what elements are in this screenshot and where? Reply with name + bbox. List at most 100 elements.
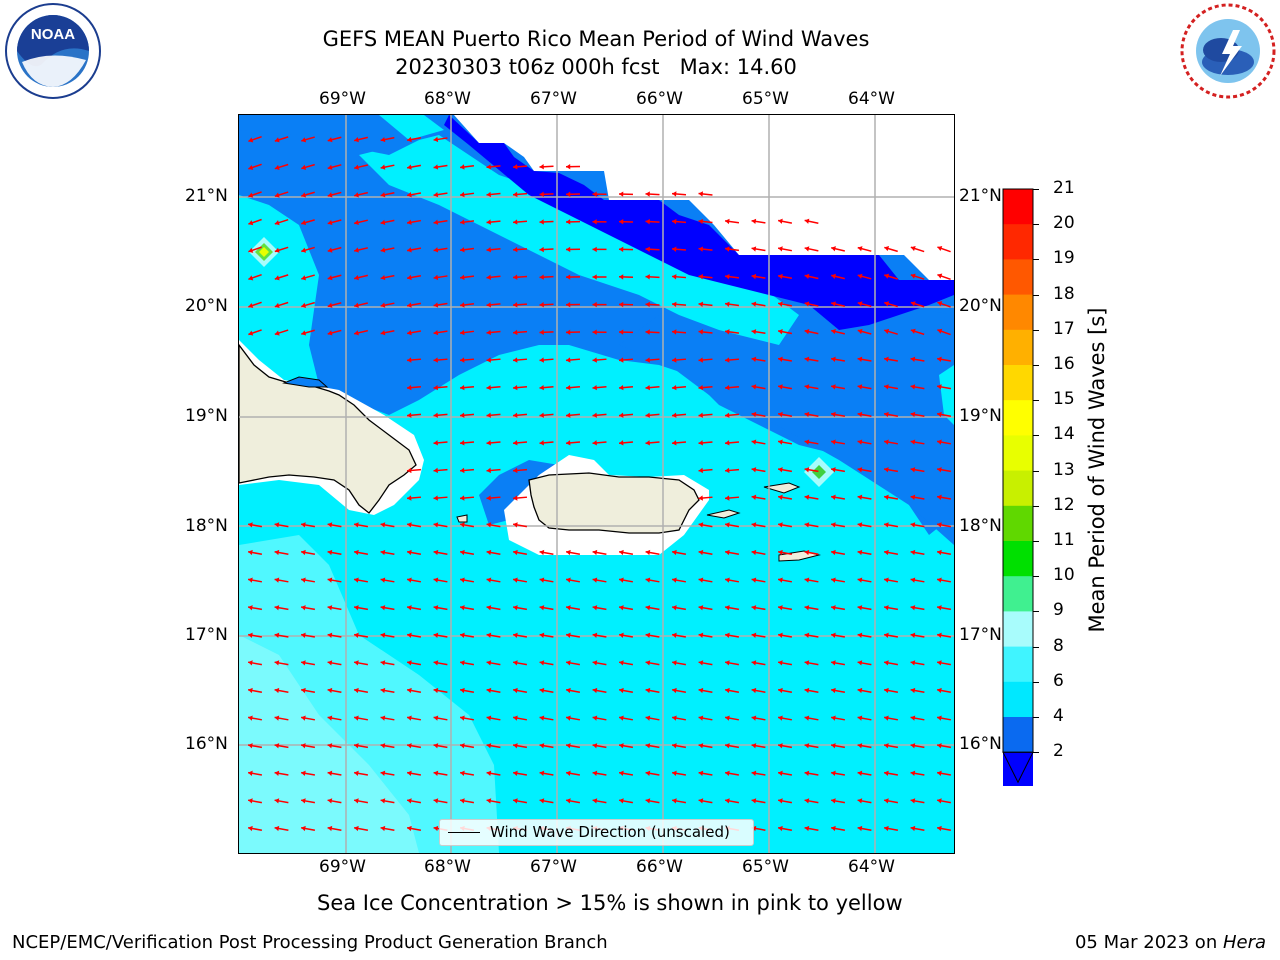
- wind-wave-arrow: [486, 219, 501, 225]
- wind-wave-arrow: [406, 549, 422, 556]
- wind-wave-arrow: [433, 164, 448, 170]
- colorbar-tick-label: 19: [1053, 248, 1075, 269]
- wind-wave-arrow: [274, 770, 289, 776]
- wind-wave-arrow: [380, 715, 395, 721]
- wind-wave-arrow: [910, 687, 925, 694]
- wind-wave-arrow: [274, 798, 289, 804]
- wind-wave-arrow: [751, 301, 766, 307]
- wind-wave-arrow: [459, 467, 475, 474]
- wind-wave-arrow: [380, 247, 395, 253]
- wind-wave-arrow: [830, 825, 846, 832]
- wind-wave-arrow: [645, 577, 660, 583]
- wind-wave-arrow: [274, 218, 289, 226]
- wind-wave-arrow: [459, 605, 475, 611]
- wind-wave-arrow: [592, 743, 607, 749]
- wind-wave-arrow: [804, 356, 819, 362]
- wind-wave-arrow: [618, 577, 634, 583]
- field-cyan-top: [379, 115, 444, 140]
- wind-wave-arrow: [804, 743, 819, 749]
- wind-wave-arrow: [380, 522, 395, 528]
- footer-host: Hera: [1222, 932, 1266, 953]
- wind-wave-arrow: [645, 440, 660, 446]
- wind-wave-arrow: [936, 687, 952, 694]
- colorbar-tick-label: 2: [1053, 741, 1064, 762]
- lat-label-left: 20°N: [185, 296, 228, 316]
- wind-wave-arrow: [592, 357, 607, 363]
- wind-wave-arrow: [671, 743, 687, 749]
- wind-wave-arrow: [486, 247, 501, 253]
- sea-ice-note: Sea Ice Concentration > 15% is shown in …: [317, 891, 903, 915]
- wind-wave-arrow: [406, 743, 422, 749]
- wind-wave-arrow: [724, 522, 740, 528]
- wind-wave-arrow: [592, 412, 607, 418]
- wind-wave-arrow: [592, 219, 607, 225]
- wind-wave-arrow: [486, 302, 501, 308]
- wind-wave-arrow: [618, 632, 634, 638]
- wind-wave-arrow: [353, 660, 369, 666]
- wind-wave-arrow: [512, 384, 528, 391]
- colorbar-tick-label: 21: [1053, 178, 1075, 198]
- wind-wave-arrow: [857, 301, 872, 308]
- wind-wave-arrow: [486, 412, 501, 418]
- wind-wave-arrow: [671, 191, 687, 197]
- wind-wave-arrow: [936, 494, 952, 500]
- wind-wave-arrow: [936, 411, 952, 418]
- wind-wave-arrow: [857, 577, 872, 583]
- legend-label: Wind Wave Direction (unscaled): [490, 823, 730, 841]
- wind-wave-arrow: [751, 218, 766, 225]
- wind-wave-arrow: [486, 632, 501, 638]
- colorbar-label: Mean Period of Wind Waves [s]: [1085, 307, 1109, 633]
- wind-wave-arrow: [831, 301, 845, 307]
- wind-wave-arrow: [354, 247, 368, 253]
- wind-wave-arrow: [936, 522, 952, 528]
- puerto-rico-land: [528, 472, 700, 534]
- wind-wave-arrow: [433, 660, 448, 666]
- wind-wave-arrow: [512, 274, 528, 280]
- wind-wave-arrow: [539, 549, 554, 556]
- wind-wave-arrow: [327, 549, 342, 556]
- wind-wave-arrow: [830, 577, 846, 583]
- wind-wave-arrow: [724, 246, 740, 252]
- colorbar-tick-label: 18: [1053, 283, 1075, 304]
- wind-wave-arrow: [380, 798, 395, 804]
- wind-wave-arrow: [618, 440, 634, 446]
- wind-wave-arrow: [380, 302, 395, 308]
- wind-wave-arrow: [274, 163, 289, 170]
- wind-wave-arrow: [433, 467, 448, 474]
- wind-wave-arrow: [936, 439, 952, 445]
- wind-wave-arrow: [248, 136, 262, 143]
- wind-wave-arrow: [698, 357, 713, 363]
- wind-wave-arrow: [380, 632, 395, 638]
- vieques-island: [706, 509, 741, 519]
- wind-wave-arrow: [910, 494, 925, 500]
- wind-wave-arrow: [353, 715, 369, 721]
- wind-wave-arrow: [354, 191, 368, 198]
- wind-wave-arrow: [857, 273, 872, 280]
- wind-wave-arrow: [406, 219, 422, 225]
- wind-wave-arrow: [883, 632, 899, 638]
- wind-wave-arrow: [406, 770, 422, 776]
- wind-wave-arrow: [274, 191, 289, 198]
- chart-subtitle: 20230303 t06z 000h fcst Max: 14.60: [395, 55, 797, 79]
- colorbar-swatch: [1003, 646, 1033, 683]
- wind-wave-arrow: [804, 218, 819, 224]
- wind-wave-arrow: [883, 743, 899, 749]
- wind-wave-arrow: [698, 467, 713, 474]
- wind-wave-arrow: [248, 329, 262, 336]
- wind-wave-arrow: [618, 549, 634, 556]
- wind-wave-arrow: [459, 743, 475, 749]
- wind-wave-arrow: [804, 798, 819, 804]
- wind-wave-arrow: [618, 274, 634, 280]
- wind-wave-arrow: [937, 301, 951, 308]
- wind-wave-arrow: [910, 384, 925, 390]
- wind-wave-arrow: [883, 522, 899, 528]
- wind-wave-arrow: [671, 605, 687, 611]
- colorbar-tick-label: 12: [1053, 494, 1075, 515]
- colorbar-tick-mark: [1033, 400, 1039, 402]
- wind-wave-arrow: [645, 329, 660, 335]
- wind-wave-arrow: [300, 715, 316, 721]
- wind-wave-arrow: [883, 660, 899, 666]
- wind-wave-arrow: [857, 770, 872, 776]
- wind-wave-arrow: [300, 743, 316, 749]
- wind-wave-arrow: [301, 191, 315, 198]
